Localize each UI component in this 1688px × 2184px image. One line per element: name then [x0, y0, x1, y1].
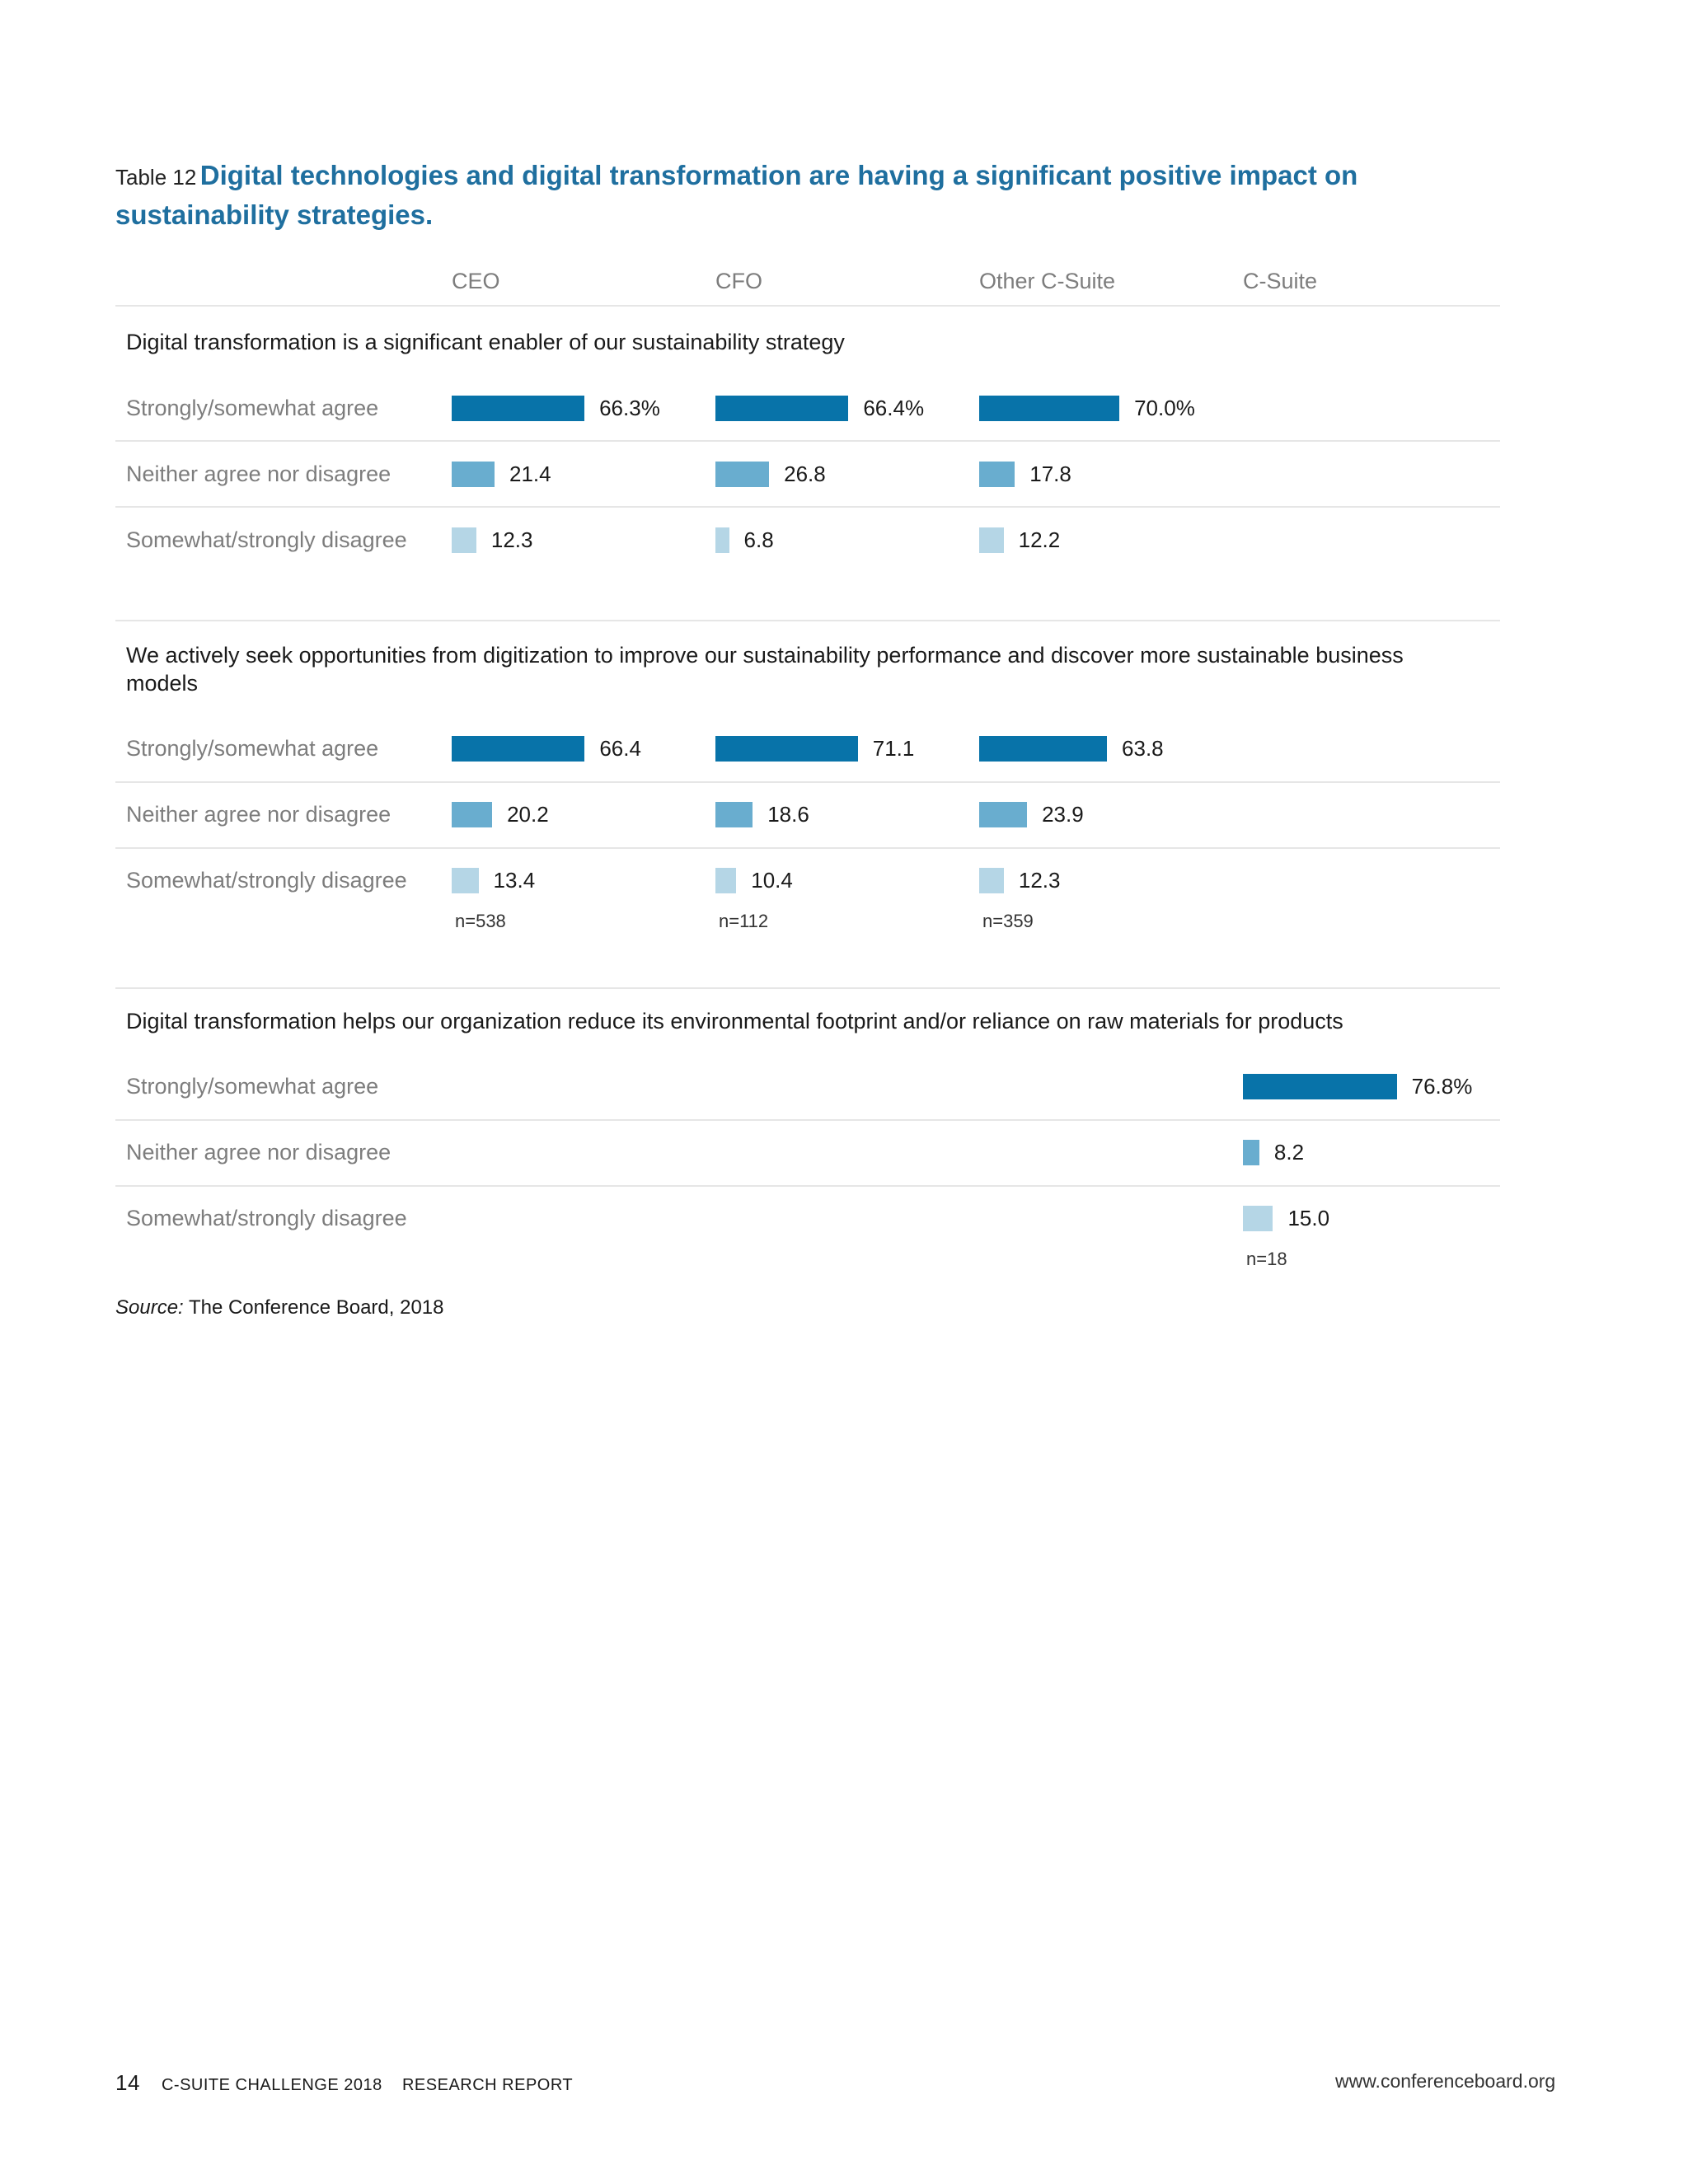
- data-label: 66.4: [599, 736, 641, 761]
- page-number: 14: [115, 2070, 140, 2095]
- data-label: 10.4: [751, 868, 793, 893]
- bar-disagree: [715, 867, 737, 893]
- data-label: 63.8: [1122, 736, 1164, 761]
- sample-size-label: n=538: [455, 911, 506, 931]
- panel-title-3: Digital transformation helps our organiz…: [126, 1009, 1343, 1033]
- bar-disagree: [452, 527, 476, 553]
- report-name: C-SUITE CHALLENGE 2018: [161, 2076, 382, 2094]
- footer-left: 14 C-SUITE CHALLENGE 2018 RESEARCH REPOR…: [115, 2070, 573, 2096]
- bar-agree: [715, 735, 858, 762]
- data-label: 18.6: [767, 802, 809, 827]
- data-label: 12.3: [1018, 868, 1061, 893]
- table-number: Table 12: [115, 165, 197, 190]
- report-type: RESEARCH REPORT: [401, 2076, 574, 2094]
- sample-size-label: n=18: [1246, 1249, 1287, 1269]
- data-label: 17.8: [1029, 462, 1071, 486]
- row-divider: [115, 1119, 1500, 1121]
- row-divider: [115, 440, 1500, 442]
- row-divider: [115, 620, 1500, 621]
- row-label: Strongly/somewhat agree: [126, 1074, 379, 1099]
- column-header-ceo: CEO: [452, 269, 500, 293]
- row-label: Neither agree nor disagree: [126, 462, 392, 486]
- data-label: 8.2: [1273, 1140, 1305, 1165]
- bar-neither: [1243, 1139, 1259, 1165]
- data-label: 70.0%: [1134, 396, 1195, 420]
- bar-neither: [452, 461, 495, 487]
- bar-neither: [452, 801, 493, 827]
- bar-disagree: [1243, 1205, 1273, 1231]
- bar-agree: [979, 395, 1120, 421]
- bar-disagree: [715, 527, 729, 553]
- source-text: The Conference Board, 2018: [188, 1296, 444, 1319]
- sample-size-label: n=359: [982, 911, 1034, 931]
- bar-agree: [452, 735, 585, 762]
- bar-neither: [715, 801, 753, 827]
- data-label: 66.4%: [863, 396, 925, 420]
- bar-neither: [979, 461, 1015, 487]
- row-divider: [115, 1185, 1500, 1187]
- row-divider: [115, 781, 1500, 783]
- row-divider: [115, 987, 1500, 989]
- column-header-other-c-suite: Other C-Suite: [979, 269, 1116, 293]
- data-label: 12.2: [1018, 527, 1061, 552]
- data-label: 15.0: [1287, 1206, 1330, 1230]
- row-divider: [115, 506, 1500, 508]
- bar-agree: [452, 395, 585, 421]
- data-label: 23.9: [1042, 802, 1084, 827]
- panel-title-2: We actively seek opportunities from digi…: [126, 643, 1404, 696]
- bar-disagree: [452, 867, 479, 893]
- row-label: Somewhat/strongly disagree: [126, 868, 407, 893]
- bar-disagree: [979, 867, 1004, 893]
- bar-agree: [715, 395, 849, 421]
- panel-title-1: Digital transformation is a significant …: [126, 330, 845, 354]
- row-label: Neither agree nor disagree: [126, 1140, 392, 1165]
- row-label: Somewhat/strongly disagree: [126, 1206, 407, 1230]
- bar-disagree: [979, 527, 1004, 553]
- row-divider: [115, 305, 1500, 307]
- sample-size-label: n=112: [719, 911, 769, 931]
- row-label: Strongly/somewhat agree: [126, 736, 379, 761]
- source-note: Source: The Conference Board, 2018: [115, 1296, 444, 1319]
- column-header-c-suite: C-Suite: [1243, 269, 1318, 293]
- data-label: 12.3: [490, 527, 533, 552]
- bar-neither: [979, 801, 1028, 827]
- bar-neither: [715, 461, 770, 487]
- footer-website: www.conferenceboard.org: [1335, 2070, 1556, 2092]
- data-label: 13.4: [493, 868, 536, 893]
- data-label: 71.1: [872, 736, 915, 761]
- bar-agree: [979, 735, 1108, 762]
- column-header-cfo: CFO: [715, 269, 762, 293]
- source-label: Source:: [115, 1296, 184, 1319]
- data-label: 21.4: [509, 462, 551, 486]
- data-label: 6.8: [743, 527, 774, 552]
- bar-agree: [1243, 1073, 1397, 1099]
- row-label: Strongly/somewhat agree: [126, 396, 379, 420]
- row-label: Neither agree nor disagree: [126, 802, 392, 827]
- data-label: 26.8: [784, 462, 826, 486]
- data-label: 66.3%: [599, 396, 660, 420]
- data-label: 76.8%: [1411, 1074, 1473, 1099]
- row-divider: [115, 847, 1500, 849]
- data-label: 20.2: [507, 802, 549, 827]
- table-title-text: Digital technologies and digital transfo…: [115, 160, 1358, 230]
- table-title: Table 12 Digital technologies and digita…: [115, 158, 1467, 237]
- row-label: Somewhat/strongly disagree: [126, 527, 407, 552]
